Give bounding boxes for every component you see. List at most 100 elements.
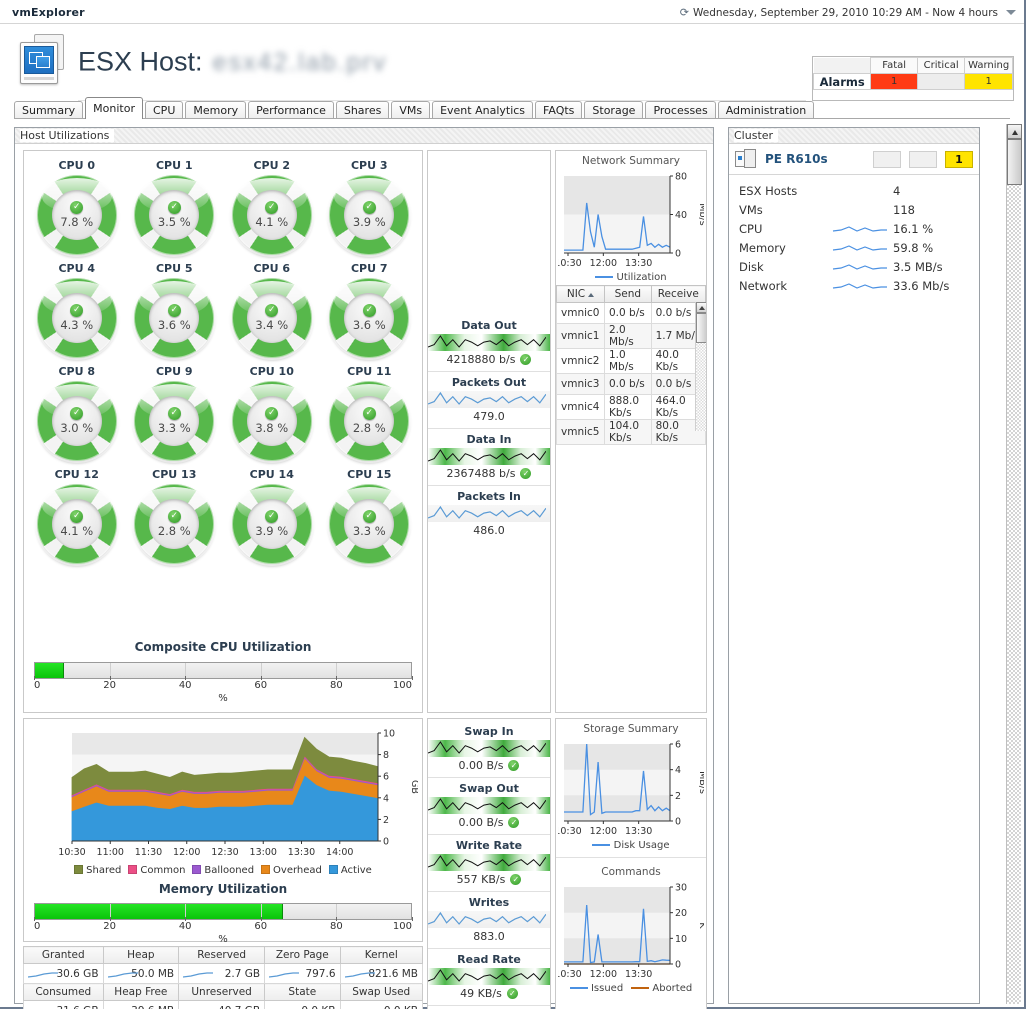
app-brand: vmExplorer	[12, 6, 85, 19]
metric-packets-in: Packets In 486.0	[428, 488, 550, 542]
nic-table-row[interactable]: vmnic3 0.0 b/s 0.0 b/s	[556, 373, 706, 395]
svg-text:12:00: 12:00	[590, 969, 617, 980]
cluster-badge-fatal[interactable]	[873, 150, 901, 168]
tab-summary[interactable]: Summary	[14, 101, 84, 119]
stat-header: Heap Free	[102, 983, 180, 1001]
nic-name: vmnic1	[556, 323, 605, 349]
tab-monitor[interactable]: Monitor	[85, 97, 143, 119]
storage-summary-title: Storage Summary	[583, 723, 679, 735]
tab-vms[interactable]: VMs	[391, 101, 431, 119]
cpu-gauge-value: 7.8 %	[60, 215, 94, 229]
cpu-gauge-value: 3.6 %	[352, 318, 386, 332]
alarm-count-critical[interactable]	[916, 73, 966, 90]
cpu-gauge-label: CPU 11	[347, 365, 392, 378]
nic-table-row[interactable]: vmnic1 2.0 Mb/s 1.7 Mb/s	[556, 323, 706, 349]
date-range-selector[interactable]: ⟳ Wednesday, September 29, 2010 10:29 AM…	[680, 6, 1016, 19]
nic-table-row[interactable]: vmnic2 1.0 Mb/s 40.0 Kb/s	[556, 348, 706, 374]
metric-value: 4218880 b/s	[446, 353, 516, 366]
tab-event-analytics[interactable]: Event Analytics	[432, 101, 534, 119]
svg-text:11:30: 11:30	[135, 847, 162, 858]
nic-col-send[interactable]: Send	[604, 285, 652, 303]
cluster-badge-critical[interactable]	[909, 150, 937, 168]
cpu-gauge-14[interactable]: CPU 14 ✓ 3.9 %	[223, 468, 321, 566]
cluster-metric-value: 4	[893, 183, 901, 198]
page-scroll-thumb[interactable]	[1007, 139, 1022, 185]
cpu-gauge-7[interactable]: CPU 7 ✓ 3.6 %	[321, 262, 419, 360]
tab-administration[interactable]: Administration	[717, 101, 815, 119]
scroll-up-button[interactable]	[696, 302, 706, 313]
nic-send: 0.0 b/s	[604, 302, 652, 324]
svg-text:8: 8	[383, 750, 389, 761]
metric-value-row: 0.00 B/s ✓	[428, 757, 550, 777]
cpu-gauge-6[interactable]: CPU 6 ✓ 3.4 %	[223, 262, 321, 360]
cpu-gauge-dial: ✓ 3.9 %	[327, 173, 412, 257]
tab-shares[interactable]: Shares	[335, 101, 390, 119]
cpu-gauge-8[interactable]: CPU 8 ✓ 3.0 %	[28, 365, 126, 463]
axis-tick-label: 80	[330, 680, 343, 691]
cpu-gauge-15[interactable]: CPU 15 ✓ 3.3 %	[321, 468, 419, 566]
nic-col-nic[interactable]: NIC	[556, 285, 605, 303]
composite-cpu-bar-fill	[35, 663, 65, 678]
metric-value-row: 2367488 b/s ✓	[428, 465, 550, 485]
axis-tick	[260, 676, 262, 680]
tab-performance[interactable]: Performance	[248, 101, 334, 119]
cpu-gauge-4[interactable]: CPU 4 ✓ 4.3 %	[28, 262, 126, 360]
status-ok-icon: ✓	[265, 407, 279, 420]
cpu-gauge-2[interactable]: CPU 2 ✓ 4.1 %	[223, 159, 321, 257]
cpu-gauge-9[interactable]: CPU 9 ✓ 3.3 %	[126, 365, 224, 463]
nic-table-row[interactable]: vmnic4 888.0 Kb/s 464.0 Kb/s	[556, 394, 706, 420]
alarms-row: Alarms 1 1	[812, 73, 1013, 90]
stat-sparkline	[269, 972, 300, 978]
metric-label: Writes	[468, 896, 510, 909]
status-ok-icon: ✓	[265, 304, 279, 317]
alarms-corner	[813, 57, 872, 74]
axis-tick-label: 20	[103, 680, 116, 691]
metric-label: Packets Out	[451, 376, 527, 389]
nic-send: 1.0 Mb/s	[604, 348, 652, 374]
metric-sparkline	[428, 797, 550, 814]
tab-bar[interactable]: Summary Monitor CPU Memory Performance Shares…	[14, 97, 815, 119]
page-scroll-up-button[interactable]	[1007, 124, 1022, 139]
cpu-gauge-13[interactable]: CPU 13 ✓ 2.8 %	[126, 468, 224, 566]
tab-cpu[interactable]: CPU	[145, 101, 184, 119]
alarm-count-warning[interactable]: 1	[964, 73, 1013, 90]
cluster-metric-spark	[831, 280, 893, 292]
cpu-gauge-3[interactable]: CPU 3 ✓ 3.9 %	[321, 159, 419, 257]
alarm-count-fatal[interactable]: 1	[870, 73, 918, 90]
tab-processes[interactable]: Processes	[645, 101, 716, 119]
legend-label-utilization: Utilization	[616, 272, 667, 283]
cluster-badge-warning[interactable]: 1	[945, 150, 973, 168]
metric-writes: Writes 883.0	[428, 894, 550, 948]
status-ok-icon: ✓	[510, 874, 522, 885]
tab-memory[interactable]: Memory	[185, 101, 247, 119]
svg-text:14:00: 14:00	[326, 847, 353, 858]
cpu-gauge-label: CPU 4	[58, 262, 96, 275]
nic-table-scrollbar[interactable]	[695, 302, 706, 431]
metric-value: 49 KB/s	[460, 987, 502, 1000]
cpu-gauge-0[interactable]: CPU 0 ✓ 7.8 %	[28, 159, 126, 257]
nic-table-row[interactable]: vmnic0 0.0 b/s 0.0 b/s	[556, 302, 706, 324]
axis-tick	[185, 917, 187, 921]
tab-faqts[interactable]: FAQts	[535, 101, 583, 119]
page-scrollbar[interactable]	[1006, 124, 1022, 1004]
cluster-identity[interactable]: PE R610s 1	[729, 144, 979, 175]
cpu-gauge-1[interactable]: CPU 1 ✓ 3.5 %	[126, 159, 224, 257]
alarms-col-warning: Warning	[964, 57, 1013, 74]
nic-table-row[interactable]: vmnic5 104.0 Kb/s 80.0 Kb/s	[556, 419, 706, 445]
stat-value: 0.0 KB	[339, 1000, 423, 1009]
chevron-down-icon[interactable]	[1006, 10, 1016, 15]
scroll-thumb[interactable]	[696, 313, 706, 343]
cpu-gauge-10[interactable]: CPU 10 ✓ 3.8 %	[223, 365, 321, 463]
nic-send: 2.0 Mb/s	[604, 323, 652, 349]
cluster-row-cpu: CPU 16.1 %	[729, 219, 979, 238]
cluster-name[interactable]: PE R610s	[765, 152, 828, 166]
svg-text:GB: GB	[409, 780, 418, 794]
nic-col-receive[interactable]: Receive	[650, 285, 706, 303]
composite-cpu-bar	[34, 662, 412, 679]
tab-storage[interactable]: Storage	[584, 101, 644, 119]
stat-header: Heap	[102, 946, 180, 964]
cpu-gauge-dial: ✓ 4.1 %	[34, 482, 119, 566]
cpu-gauge-5[interactable]: CPU 5 ✓ 3.6 %	[126, 262, 224, 360]
cpu-gauge-12[interactable]: CPU 12 ✓ 4.1 %	[28, 468, 126, 566]
cpu-gauge-11[interactable]: CPU 11 ✓ 2.8 %	[321, 365, 419, 463]
